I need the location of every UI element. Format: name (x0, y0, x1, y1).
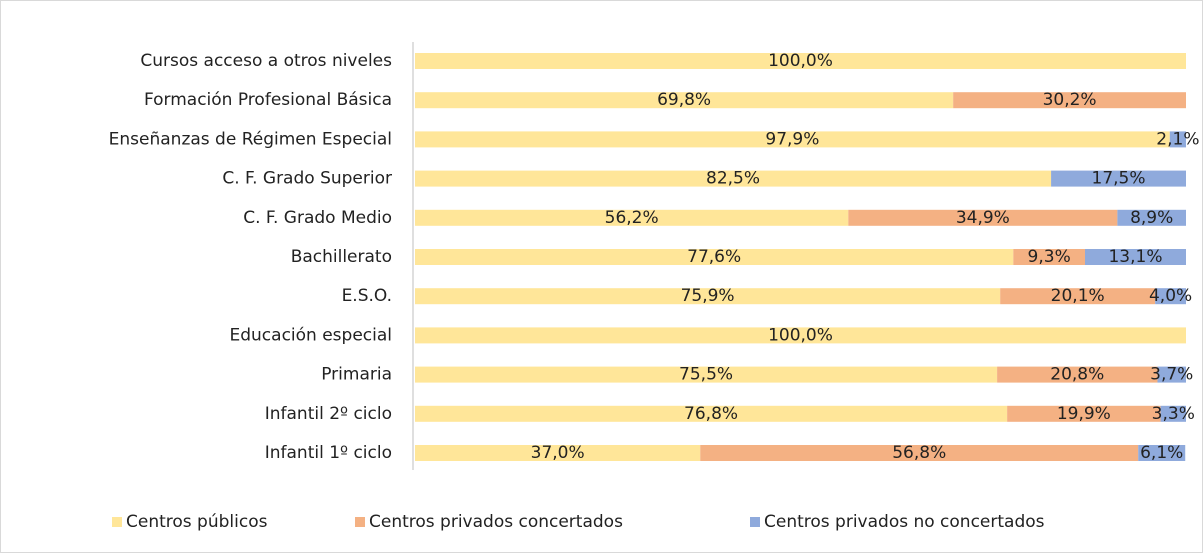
data-label: 30,2% (1043, 90, 1097, 110)
bar-segment (1169, 131, 1186, 148)
category-label: Educación especial (230, 325, 393, 345)
legend-label: Centros públicos (126, 512, 268, 532)
legend-label: Centros privados no concertados (764, 512, 1045, 532)
bar-segment (1155, 288, 1186, 305)
data-label: 56,2% (605, 208, 659, 228)
legend-swatch (750, 517, 760, 527)
category-label: Infantil 1º ciclo (265, 443, 392, 463)
legend-swatch (112, 517, 122, 527)
category-label: C. F. Grado Medio (243, 208, 392, 228)
bar-segment (1007, 405, 1161, 422)
bar-segment (415, 366, 998, 383)
bar-segment (997, 366, 1158, 383)
category-label: Primaria (321, 365, 392, 385)
data-label: 13,1% (1108, 247, 1162, 267)
bar-segment (848, 209, 1118, 226)
bar-segment (1000, 288, 1156, 305)
category-label: Bachillerato (291, 247, 392, 267)
data-label: 3,3% (1152, 404, 1195, 424)
bar-segment (1051, 170, 1186, 187)
data-label: 56,8% (892, 443, 946, 463)
data-label: 82,5% (706, 169, 760, 189)
bar-segment (415, 92, 954, 109)
bar-segment (415, 288, 1001, 305)
category-label: Infantil 2º ciclo (265, 404, 392, 424)
bar-segment (415, 405, 1008, 422)
bar-segment (1117, 209, 1186, 226)
data-label: 4,0% (1149, 286, 1192, 306)
data-label: 75,9% (681, 286, 735, 306)
bar-segment (415, 170, 1052, 187)
category-label: C. F. Grado Superior (222, 169, 392, 189)
legend-swatch (355, 517, 365, 527)
bar-segment (415, 53, 1186, 69)
bar-segment (1138, 445, 1186, 461)
bar-segment (415, 131, 1170, 148)
bar-segment (1084, 249, 1186, 265)
bar-segment (953, 92, 1186, 109)
bar-segment (700, 445, 1139, 461)
legend-label: Centros privados concertados (369, 512, 623, 532)
data-label: 8,9% (1130, 208, 1173, 228)
category-label: Formación Profesional Básica (144, 90, 392, 110)
data-label: 3,7% (1150, 365, 1193, 385)
data-label: 76,8% (684, 404, 738, 424)
bar-segment (1013, 249, 1085, 265)
data-label: 34,9% (956, 208, 1010, 228)
data-label: 20,8% (1050, 365, 1104, 385)
data-label: 17,5% (1092, 169, 1146, 189)
data-label: 100,0% (768, 325, 833, 345)
data-label: 97,9% (765, 129, 819, 149)
category-label: E.S.O. (342, 286, 392, 306)
data-label: 2,1% (1156, 129, 1199, 149)
bar-segment (415, 209, 849, 226)
data-label: 6,1% (1140, 443, 1183, 463)
data-label: 100,0% (768, 51, 833, 71)
bar-segment (415, 249, 1014, 265)
bar-segment (415, 327, 1186, 344)
data-label: 37,0% (531, 443, 585, 463)
data-label: 9,3% (1028, 247, 1071, 267)
data-label: 77,6% (687, 247, 741, 267)
data-label: 19,9% (1057, 404, 1111, 424)
category-label: Enseñanzas de Régimen Especial (109, 129, 392, 149)
bar-segment (1160, 405, 1186, 422)
bar-segment (415, 445, 701, 461)
data-label: 75,5% (679, 365, 733, 385)
category-label: Cursos acceso a otros niveles (140, 51, 392, 71)
bar-segment (1157, 366, 1186, 383)
data-label: 20,1% (1051, 286, 1105, 306)
data-label: 69,8% (657, 90, 711, 110)
